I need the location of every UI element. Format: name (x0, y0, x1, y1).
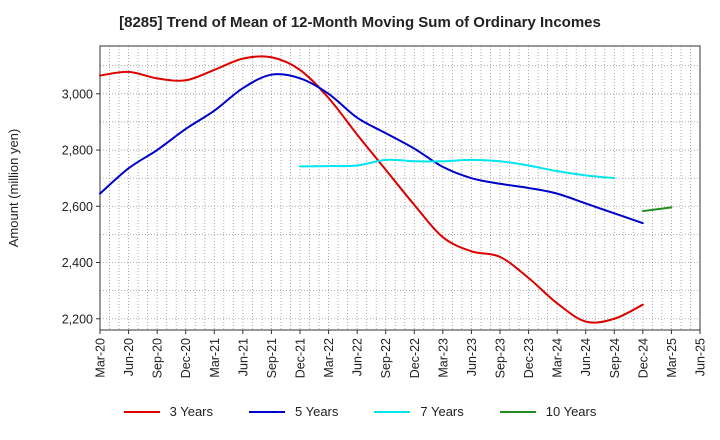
series-line-10-years (641, 206, 673, 213)
legend-swatch (499, 410, 536, 413)
x-tick-label: Jun-22 (351, 338, 365, 376)
chart-title: [8285] Trend of Mean of 12-Month Moving … (119, 14, 601, 31)
legend-swatch (123, 410, 160, 413)
x-tick-label: Mar-22 (322, 338, 336, 378)
x-tick-label: Jun-23 (465, 338, 479, 376)
series-line-5-years (99, 73, 644, 225)
plot-frame (99, 45, 701, 331)
legend-item-3-years: 3 Years (123, 404, 213, 419)
legend-swatch (249, 410, 285, 413)
x-tick-label: Mar-25 (665, 338, 679, 378)
series-line-3-years (99, 55, 644, 324)
x-tick-label: Sep-20 (151, 338, 165, 378)
series-line-7-years (299, 158, 616, 180)
x-tick-label: Jun-21 (236, 338, 250, 376)
x-tick-label: Sep-22 (379, 338, 393, 378)
legend-item-7-years: 7 Years (374, 404, 464, 419)
legend-label: 3 Years (169, 404, 213, 419)
x-tick-label: Mar-24 (551, 338, 565, 378)
x-tick-label: Sep-21 (265, 338, 279, 378)
legend-label: 7 Years (420, 404, 464, 419)
y-tick-label: 2,200 (62, 312, 93, 326)
y-tick-label: 3,000 (62, 87, 93, 101)
x-tick-label: Dec-21 (294, 338, 308, 378)
legend-item-10-years: 10 Years (499, 404, 597, 419)
legend-label: 10 Years (545, 404, 597, 419)
y-tick-label: 2,400 (62, 256, 93, 270)
y-tick-label: 2,800 (62, 144, 93, 158)
x-tick-label: Jun-25 (694, 338, 708, 376)
legend: 3 Years 5 Years 7 Years 10 Years (0, 404, 720, 419)
x-tick-label: Dec-22 (408, 338, 422, 378)
x-tick-label: Dec-20 (179, 338, 193, 378)
y-tick-label: 2,600 (62, 200, 93, 214)
x-tick-label: Mar-20 (94, 338, 108, 378)
x-tick-label: Dec-23 (522, 338, 536, 378)
x-tick-label: Mar-23 (436, 338, 450, 378)
y-axis-title: Amount (million yen) (6, 129, 21, 248)
legend-item-5-years: 5 Years (249, 404, 338, 419)
x-tick-label: Jun-24 (579, 338, 593, 376)
legend-label: 5 Years (295, 404, 339, 419)
x-tick-label: Sep-24 (608, 338, 622, 378)
x-tick-label: Sep-23 (494, 338, 508, 378)
legend-swatch (374, 410, 411, 413)
x-tick-label: Dec-24 (636, 338, 650, 378)
x-tick-label: Mar-21 (208, 338, 222, 378)
x-tick-label: Jun-20 (122, 338, 136, 376)
